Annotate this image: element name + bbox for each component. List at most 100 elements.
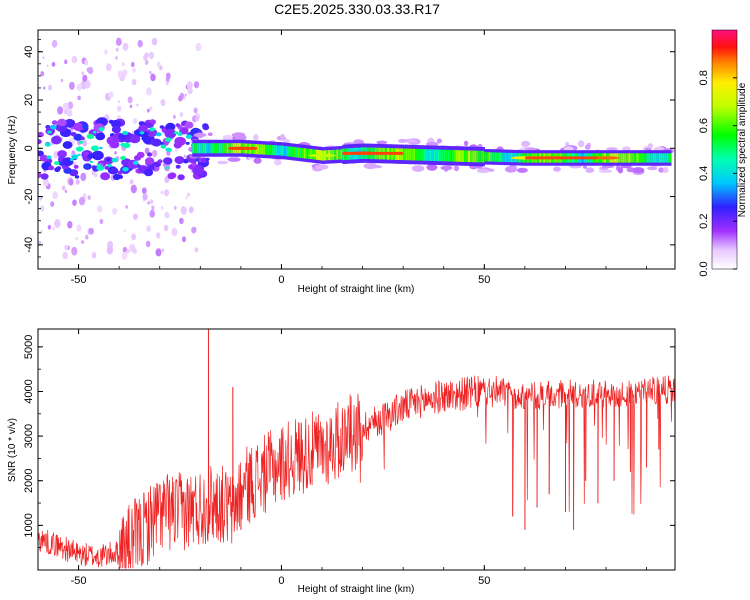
ridge-band-core <box>502 152 506 162</box>
spectrogram-cluster-core <box>122 167 129 172</box>
spectrogram-cluster-spot <box>112 173 121 181</box>
ridge-band-core <box>443 149 447 162</box>
spectrogram-cluster-spot <box>51 120 58 125</box>
spectrogram-cluster-core <box>120 156 126 160</box>
spectrogram-content <box>38 37 674 260</box>
colorbar-gradient <box>711 29 738 270</box>
y-tick-label: -20 <box>23 189 35 205</box>
spectrogram-noise-spot <box>149 209 155 218</box>
ridge-band-core <box>437 149 441 162</box>
ridge-band-core <box>279 145 282 156</box>
spectrogram-cluster-spot <box>205 157 210 161</box>
spectrogram-noise-spot <box>178 95 183 102</box>
ridge-band-core <box>646 153 650 163</box>
ridge-halo <box>583 165 587 169</box>
spectrogram-noise-spot <box>195 115 200 122</box>
spectrogram-y-label: Frequency (Hz) <box>7 116 18 185</box>
ridge-band-core <box>451 150 455 162</box>
ridge-band-core <box>303 148 307 159</box>
spectrogram-noise-spot <box>43 178 49 187</box>
spectrogram-noise-spot <box>71 246 78 256</box>
spectrogram-cluster-core <box>120 142 126 147</box>
ridge-hotspot <box>592 156 620 160</box>
x-tick-label: -50 <box>71 575 87 587</box>
spectrogram-noise-spot <box>80 172 87 182</box>
ridge-band-core <box>204 143 207 154</box>
spectrogram-cluster-core <box>97 166 103 171</box>
ridge-halo <box>314 164 329 170</box>
spectrogram-cluster-spot <box>38 150 44 157</box>
ridge-band-core <box>277 145 280 156</box>
ridge-band-core <box>212 143 216 154</box>
ridge-halo <box>253 157 262 164</box>
ridge-band-core <box>488 152 491 162</box>
ridge-halo <box>658 167 664 173</box>
ridge-halo <box>453 165 459 172</box>
ridge-band-core <box>267 144 270 155</box>
ridge-band-core <box>498 152 502 162</box>
spectrogram-noise-spot <box>131 78 137 86</box>
snr-series-line <box>38 329 675 569</box>
spectrogram-cluster-core <box>98 127 105 132</box>
spectrogram-cluster-spot <box>111 119 122 129</box>
ridge-band-core <box>429 149 433 161</box>
spectrogram-noise-spot <box>160 206 164 210</box>
spectrogram-noise-spot <box>188 206 194 214</box>
spectrogram-cluster-spot <box>73 164 79 169</box>
colorbar-tick-label: 0.2 <box>698 214 710 229</box>
spectrogram-noise-spot <box>148 51 155 60</box>
ridge-halo <box>280 134 285 141</box>
spectrogram-noise-spot <box>130 61 135 68</box>
spectrogram-noise-spot <box>126 248 130 254</box>
spectrogram-noise-spot <box>137 39 143 48</box>
spectrogram-noise-spot <box>149 199 154 205</box>
spectrogram-noise-spot <box>179 217 184 225</box>
ridge-band-core <box>628 153 631 163</box>
ridge-band-core <box>482 150 485 163</box>
ridge-halo <box>577 140 585 148</box>
y-tick-label: 0 <box>23 145 35 151</box>
spectrogram-cluster-spot <box>118 133 127 140</box>
x-tick-label: 0 <box>278 575 284 587</box>
x-tick-label: -50 <box>71 274 87 286</box>
spectrogram-noise-spot <box>46 64 49 68</box>
spectrogram-cluster-core <box>44 142 51 147</box>
ridge-band-core <box>468 150 471 163</box>
ridge-band-core <box>464 150 467 162</box>
spectrogram-noise-spot <box>121 251 128 260</box>
ridge-band-core <box>620 153 623 163</box>
chart-title: C2E5.2025.330.03.33.R17 <box>274 1 440 17</box>
ridge-band-core <box>293 147 297 158</box>
spectrogram-noise-spot <box>104 49 108 55</box>
y-tick-label: 5000 <box>23 335 35 359</box>
spectrogram-noise-spot <box>112 207 118 215</box>
spectrogram-noise-spot <box>99 218 104 224</box>
spectrogram-cluster-core <box>89 160 93 164</box>
spectrogram-noise-spot <box>161 248 165 253</box>
spectrogram-noise-spot <box>146 108 150 113</box>
spectrogram-cluster-spot <box>159 125 165 129</box>
spectrogram-frame <box>37 29 676 270</box>
ridge-halo <box>476 169 490 174</box>
spectrogram-cluster-core <box>179 133 183 136</box>
ridge-peak-streak <box>228 146 258 150</box>
spectrogram-cluster-spot <box>133 129 141 136</box>
spectrogram-cluster-spot <box>146 152 153 157</box>
spectrogram-noise-spot <box>75 237 79 241</box>
ridge-band-core <box>196 143 199 154</box>
ridge-halo <box>617 166 624 174</box>
ridge-band-core <box>506 152 510 163</box>
spectrogram-cluster-core <box>99 146 103 150</box>
ridge-band-core <box>472 150 475 163</box>
spectrogram-noise-spot <box>136 103 139 107</box>
ridge-halo <box>516 167 528 173</box>
spectrogram-noise-spot <box>165 72 171 80</box>
spectrogram-noise-spot <box>171 227 178 237</box>
spectrogram-noise-spot <box>133 213 138 220</box>
snr-axes: -50 0 50 1000 2000 3000 4000 5000 <box>23 329 675 587</box>
spectrogram-noise-spot <box>130 184 137 194</box>
spectrogram-noise-spot <box>131 233 137 241</box>
spectrogram-noise-spot <box>184 154 187 158</box>
spectrogram-noise-spot <box>78 196 86 206</box>
ridge-halo <box>598 169 613 173</box>
